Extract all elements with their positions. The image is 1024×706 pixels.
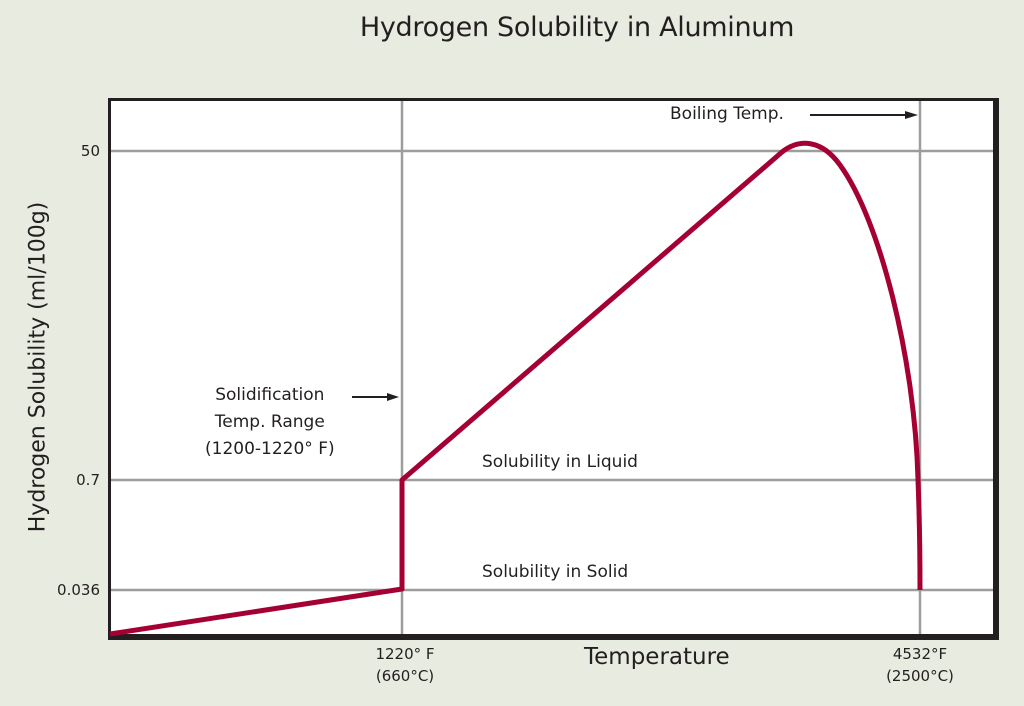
liquid-solubility-label: Solubility in Liquid bbox=[482, 452, 638, 472]
solidification-arrow-head-icon bbox=[387, 393, 399, 401]
x-tick-1220f-fahrenheit: 1220° F bbox=[375, 645, 435, 663]
plot-area bbox=[108, 98, 999, 640]
solidification-annotation: Solidification Temp. Range (1200-1220° F… bbox=[205, 382, 335, 463]
solidification-line-3: (1200-1220° F) bbox=[205, 439, 335, 459]
y-tick-0.036: 0.036 bbox=[57, 581, 100, 599]
gridlines bbox=[110, 100, 993, 635]
solidification-line-2: Temp. Range bbox=[214, 412, 325, 432]
plot-frame bbox=[108, 98, 996, 637]
boiling-temp-annotation: Boiling Temp. bbox=[670, 104, 784, 124]
solubility-curve bbox=[109, 140, 923, 637]
x-tick-4532f: 4532°F (2500°C) bbox=[860, 643, 980, 687]
solid-solubility-label: Solubility in Solid bbox=[482, 562, 629, 582]
solidification-line-1: Solidification bbox=[215, 385, 325, 405]
x-tick-1220f: 1220° F (660°C) bbox=[345, 643, 465, 687]
x-axis-label: Temperature bbox=[584, 644, 730, 670]
x-tick-4532f-celsius: (2500°C) bbox=[886, 667, 954, 685]
y-tick-0.7: 0.7 bbox=[76, 471, 100, 489]
x-tick-4532f-fahrenheit: 4532°F bbox=[892, 645, 948, 663]
chart-title: Hydrogen Solubility in Aluminum bbox=[359, 12, 795, 43]
arrows bbox=[352, 114, 908, 398]
x-tick-1220f-celsius: (660°C) bbox=[375, 667, 435, 685]
y-tick-50: 50 bbox=[80, 142, 100, 160]
boiling-arrow-head-icon bbox=[905, 111, 918, 119]
